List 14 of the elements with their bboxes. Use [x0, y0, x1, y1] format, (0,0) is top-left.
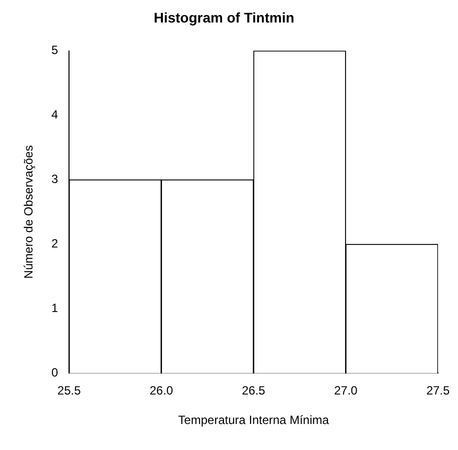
x-tick-label: 25.5	[57, 384, 82, 398]
x-tick-label: 26.0	[150, 384, 174, 398]
y-tick-label: 3	[51, 172, 58, 186]
y-tick-label: 4	[51, 108, 58, 122]
y-tick-label: 5	[51, 43, 58, 58]
x-tick-label: 27.5	[426, 384, 450, 398]
y-tick-label: 2	[51, 236, 58, 251]
x-axis-title: Temperatura Interna Mínima	[178, 413, 330, 428]
chart-title: Histogram of Tintmin	[154, 9, 294, 26]
y-tick-label: 0	[51, 366, 58, 380]
x-tick-label: 27.0	[334, 384, 358, 398]
x-tick-label: 26.5	[242, 384, 266, 398]
y-axis-title: Número de Observações	[22, 145, 36, 279]
y-tick-label: 1	[51, 301, 58, 316]
